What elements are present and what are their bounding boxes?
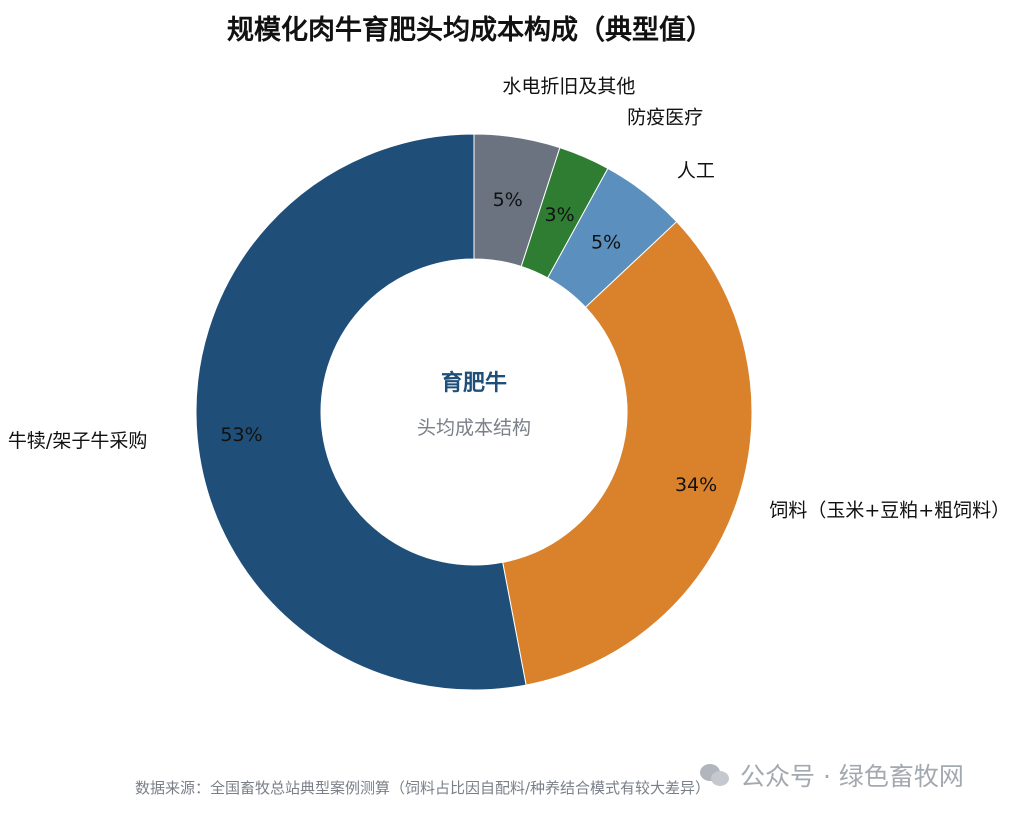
category-label-3: 人工 (677, 160, 715, 182)
center-subtitle: 头均成本结构 (417, 417, 531, 439)
percentage-label-group: 5% 3% 5% 34% 53% (220, 189, 717, 496)
slice-5 (195, 133, 527, 691)
category-label-2: 防疫医疗 (627, 107, 703, 129)
percent-label-2: 3% (545, 204, 575, 226)
watermark-text: 公众号 · 绿色畜牧网 (740, 762, 964, 791)
percent-label-4: 34% (675, 474, 717, 496)
slice-4 (502, 220, 753, 686)
category-label-1: 水电折旧及其他 (502, 76, 635, 98)
category-label-5: 牛犊/架子牛采购 (8, 430, 147, 452)
chart-title: 规模化肉牛育肥头均成本构成（典型值） (227, 15, 713, 46)
slice-group (195, 133, 753, 691)
data-source-note: 数据来源：全国畜牧总站典型案例测算（饲料占比因自配料/种养结合模式有较大差异） (135, 779, 711, 797)
category-label-4: 饲料（玉米+豆粕+粗饲料） (769, 500, 1010, 522)
center-title: 育肥牛 (441, 370, 507, 396)
percent-label-5: 53% (220, 424, 262, 446)
watermark: 公众号 · 绿色畜牧网 (700, 757, 964, 793)
wechat-icon (700, 762, 730, 788)
percent-label-1: 5% (493, 189, 523, 211)
percent-label-3: 5% (591, 232, 621, 254)
